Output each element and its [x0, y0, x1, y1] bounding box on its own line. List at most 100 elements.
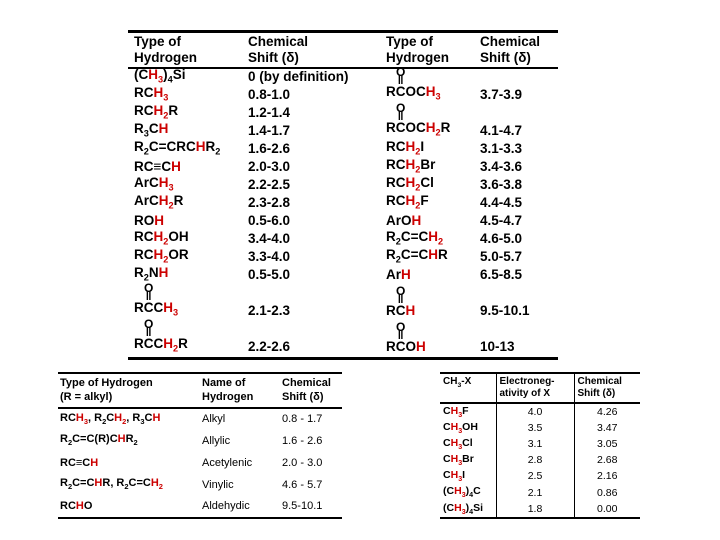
highlighted-hydrogen: H: [411, 212, 422, 228]
highlighted-hydrogen: H: [90, 456, 99, 469]
hydrogen-type-formula: RC≡CH: [134, 158, 181, 174]
carbonyl-carbon: O ‖ C: [395, 283, 406, 318]
electronegativity-value: 4.0: [495, 403, 574, 421]
carbonyl-carbon: O ‖ C: [395, 319, 406, 354]
hydrogen-type-formula: CH3F: [443, 405, 469, 420]
header-row: CH3-X Electroneg- ativity of X Chemical …: [440, 373, 640, 404]
hydrogen-type-formula: (CH3)4Si: [134, 67, 186, 85]
chemical-shift-value: 2.68: [573, 452, 640, 469]
electronegativity-value: 3.5: [495, 420, 574, 437]
highlighted-hydrogen: H2: [153, 229, 169, 247]
table-row: CH3I 2.5 2.16: [440, 468, 640, 485]
highlighted-hydrogen: H3: [158, 175, 174, 193]
hydrogen-type-formula: RCH2OR: [134, 247, 189, 265]
hydrogen-type-formula: RCH2Cl: [386, 175, 434, 193]
highlighted-hydrogen: H3: [450, 405, 463, 420]
highlighted-hydrogen: H: [158, 121, 169, 137]
highlighted-hydrogen: H3: [450, 469, 463, 484]
highlighted-hydrogen: H2: [425, 120, 441, 138]
electronegativity-rows: CH3F 4.0 4.26 CH3OH 3.5 3.47 CH3Cl 3.1 3.05 CH3Br…: [440, 403, 640, 518]
highlighted-hydrogen: H3: [75, 411, 88, 427]
main-table-left-half: Type of Hydrogen Chemical Shift (δ) (CH3…: [134, 33, 366, 355]
header-row: Type of Hydrogen Chemical Shift (δ): [386, 33, 556, 67]
table-header: Type of Hydrogen Chemical Shift (δ): [386, 33, 556, 67]
highlighted-hydrogen: H3: [454, 485, 466, 500]
chemical-shift-value: 10-13: [480, 339, 515, 354]
main-table-right-half: Type of Hydrogen Chemical Shift (δ) R O ‖ C…: [386, 33, 556, 355]
chemical-shift-value: 0.5-6.0: [248, 212, 291, 228]
table-row: RCH2I 3.1-3.3: [386, 139, 556, 157]
hydrogen-type-formula: RCH2R: [134, 103, 179, 121]
chemical-shift-value: 3.47: [573, 420, 640, 437]
chemical-shift-value: 3.4-4.0: [248, 230, 291, 246]
table-row: R O ‖ CH 9.5-10.1: [386, 283, 556, 319]
table-row: RC≡CH 2.0-3.0: [134, 157, 366, 175]
table-row: ArCH2R 2.3-2.8: [134, 193, 366, 211]
chemical-shift-value: 0.00: [573, 500, 640, 518]
hydrogen-type-formula: R O ‖ COH: [386, 319, 426, 354]
table-row: R2C=CHR 5.0-5.7: [386, 247, 556, 265]
carbonyl-oxygen-icon: O ‖: [395, 64, 406, 88]
hydrogen-type-formula: (CH3)4Si: [443, 501, 484, 516]
hydrogen-type-formula: RCH3: [134, 85, 169, 103]
hydrogen-type-formula: RCH2OH: [134, 229, 189, 247]
chemical-shift-value: 0.86: [573, 484, 640, 501]
highlighted-hydrogen: H: [171, 158, 181, 174]
chemical-shift-value: 2.2-2.5: [248, 176, 291, 192]
table-row: ROH 0.5-6.0: [134, 211, 366, 229]
chemical-shift-value: 4.6 - 5.7: [282, 478, 323, 491]
hydrogen-name: Alkyl: [202, 413, 226, 425]
highlighted-hydrogen: H: [117, 433, 126, 446]
highlighted-hydrogen: H: [158, 265, 169, 281]
chemical-shift-value: 6.5-8.5: [480, 266, 523, 282]
table-row: R O ‖ COH 10-13: [386, 319, 556, 355]
highlighted-hydrogen: H3: [153, 85, 169, 103]
highlighted-hydrogen: H: [154, 212, 164, 228]
hydrogen-type-formula: R2C=CRCHR2: [134, 139, 221, 157]
table-row: RCH2R 1.2-1.4: [134, 103, 366, 121]
chemical-shift-header: Chemical Shift (δ): [248, 34, 309, 66]
highlighted-hydrogen: H2: [153, 247, 169, 265]
chemical-shift-main-table: Type of Hydrogen Chemical Shift (δ) (CH3…: [128, 30, 558, 360]
hydrogen-type-formula: RC≡CH: [60, 456, 99, 469]
table-row: RCH2OH 3.4-4.0: [134, 229, 366, 247]
chemical-shift-value: 3.05: [573, 436, 640, 453]
electronegativity-value: 2.1: [495, 484, 574, 501]
electronegativity-header: Electroneg- ativity of X: [495, 373, 574, 404]
electronegativity-value: 3.1: [495, 436, 574, 453]
hydrogen-type-formula: CH3OH: [443, 421, 478, 436]
chemical-shift-value: 2.16: [573, 468, 640, 485]
hydrogen-type-formula: RCHO: [60, 500, 93, 512]
carbonyl-carbon: O ‖ C: [143, 316, 154, 352]
table-row: R O ‖ CCH3 2.1-2.3: [134, 282, 366, 319]
chemical-shift-value: 2.3-2.8: [248, 194, 291, 210]
header-row: Type of Hydrogen Chemical Shift (δ): [134, 33, 366, 67]
chemical-shift-value: 3.1-3.3: [480, 140, 523, 156]
carbonyl-oxygen-icon: O ‖: [395, 319, 406, 343]
table-row: R O ‖ COCH2R 4.1-4.7: [386, 100, 556, 139]
chemical-shift-value: 9.5-10.1: [480, 303, 530, 318]
hydrogen-name: Acetylenic: [202, 456, 253, 469]
name-of-hydrogen-header: Name of Hydrogen: [200, 373, 280, 409]
highlighted-hydrogen: H: [428, 247, 438, 263]
highlighted-hydrogen: H3: [450, 453, 463, 468]
chemical-shift-value: 2.1-2.3: [248, 303, 291, 318]
highlighted-hydrogen: H3: [454, 501, 466, 516]
table-row: R O ‖ CCH2R 2.2-2.6: [134, 316, 366, 355]
chemical-shift-value: 4.4-4.5: [480, 194, 523, 210]
table-row: ArCH3 2.2-2.5: [134, 175, 366, 193]
hydrogen-type-formula: RCH2Br: [386, 157, 436, 175]
hydrogen-type-formula: R O ‖ COCH3: [386, 64, 441, 102]
table-row: R2C=CRCHR2 1.6-2.6: [134, 139, 366, 157]
highlighted-hydrogen: H2: [163, 336, 179, 354]
highlighted-hydrogen: H: [416, 339, 426, 354]
table-row: RCHO Aldehydic 9.5-10.1: [58, 496, 342, 518]
table-row: (CH3)4Si 0 (by definition): [134, 67, 366, 85]
chemical-shift-value: 3.3-4.0: [248, 248, 291, 264]
hydrogen-name: Allylic: [202, 434, 231, 447]
highlighted-hydrogen: H2: [114, 411, 127, 427]
carbonyl-oxygen-icon: O ‖: [395, 100, 406, 124]
hydrogen-type-formula: ArCH2R: [134, 193, 184, 211]
table-row: (CH3)4C 2.1 0.86: [440, 484, 640, 501]
